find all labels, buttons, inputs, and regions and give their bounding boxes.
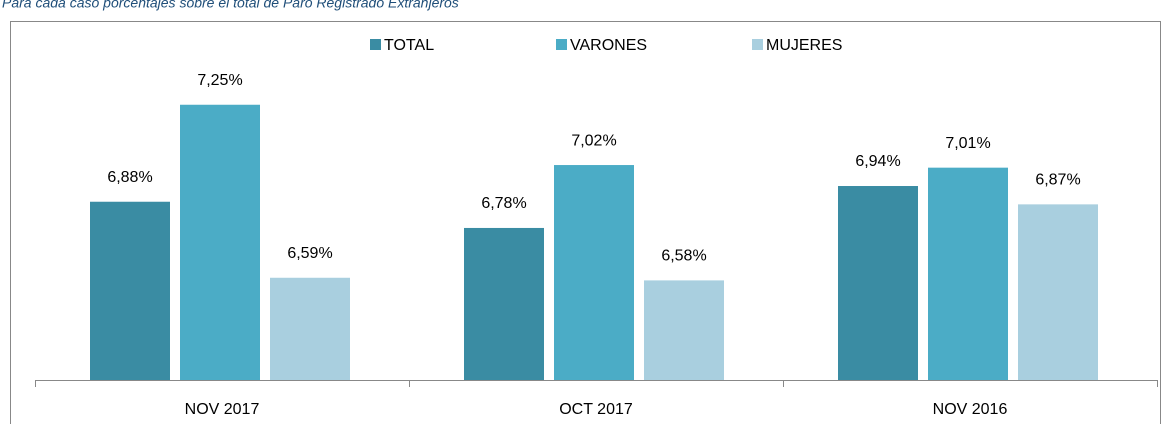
legend-label: MUJERES <box>766 37 842 54</box>
value-label: 6,59% <box>287 245 332 262</box>
bar <box>464 227 544 380</box>
legend-swatch <box>556 39 567 50</box>
bar <box>1018 204 1098 380</box>
bar <box>838 186 918 380</box>
legend-label: VARONES <box>570 37 647 54</box>
value-label: 6,94% <box>855 153 900 170</box>
value-label: 6,78% <box>481 195 526 212</box>
value-label: 7,25% <box>197 72 242 89</box>
bar <box>270 277 350 380</box>
value-label: 7,01% <box>945 135 990 152</box>
chart-subtitle: Para cada caso porcentajes sobre el tota… <box>2 0 459 11</box>
legend-swatch <box>752 39 763 50</box>
bar <box>180 104 260 380</box>
bar <box>644 280 724 380</box>
legend-swatch <box>370 39 381 50</box>
x-tick-label: NOV 2016 <box>933 401 1008 418</box>
value-label: 6,87% <box>1035 172 1080 189</box>
x-tick-label: OCT 2017 <box>559 401 633 418</box>
value-label: 6,88% <box>107 169 152 186</box>
bar <box>90 201 170 380</box>
bar <box>554 165 634 380</box>
legend-label: TOTAL <box>384 37 434 54</box>
value-label: 7,02% <box>571 132 616 149</box>
plot-frame <box>10 21 1161 424</box>
x-tick-label: NOV 2017 <box>185 401 260 418</box>
value-label: 6,58% <box>661 248 706 265</box>
bar <box>928 167 1008 380</box>
